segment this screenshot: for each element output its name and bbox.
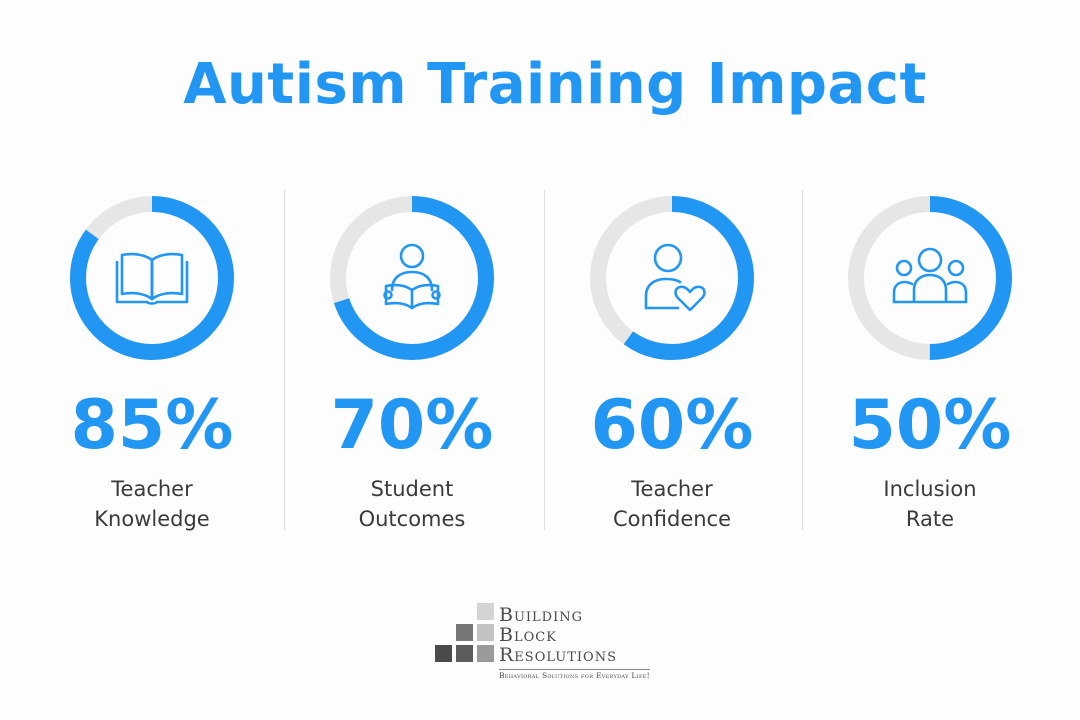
metric-label: Teacher Knowledge <box>94 477 210 531</box>
column-divider <box>544 190 545 530</box>
metric-label: Student Outcomes <box>358 477 466 531</box>
metric-label: Teacher Confidence <box>612 477 732 531</box>
metric-value: 50% <box>848 386 1012 465</box>
building-blocks-icon <box>435 603 494 662</box>
ring-progress <box>848 196 1012 360</box>
ring-progress <box>590 196 754 360</box>
brand-logo: Building Block Resolutions Behavioral So… <box>435 603 655 683</box>
metric-label: Inclusion Rate <box>883 477 977 531</box>
page-title: Autism Training Impact <box>183 52 927 117</box>
metric-inclusion-rate: 50% Inclusion Rate <box>808 190 1048 540</box>
metric-value: 70% <box>330 386 494 465</box>
progress-ring <box>588 194 756 362</box>
metric-teacher-confidence: 60% Teacher Confidence <box>550 190 790 540</box>
student-reading-icon <box>383 243 441 310</box>
person-heart-icon <box>644 243 706 312</box>
metric-student-outcomes: 70% Student Outcomes <box>290 190 530 540</box>
progress-ring <box>846 194 1014 362</box>
progress-ring <box>328 194 496 362</box>
column-divider <box>284 190 285 530</box>
progress-ring <box>68 194 236 362</box>
metric-value: 85% <box>70 386 234 465</box>
logo-wordmark: Building Block Resolutions <box>499 604 617 666</box>
column-divider <box>802 190 803 530</box>
open-book-icon <box>115 252 189 305</box>
group-icon <box>892 247 968 304</box>
ring-progress <box>330 196 494 360</box>
metric-value: 60% <box>590 386 754 465</box>
metric-teacher-knowledge: 85% Teacher Knowledge <box>30 190 270 540</box>
ring-progress <box>70 196 234 360</box>
logo-tagline: Behavioral Solutions for Everyday Life! <box>499 669 650 680</box>
